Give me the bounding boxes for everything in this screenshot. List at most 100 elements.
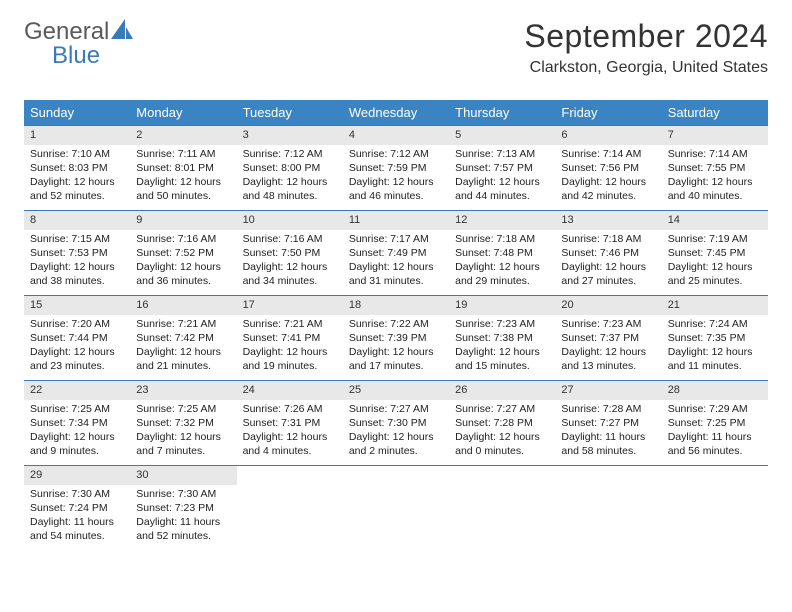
day-number: 21 xyxy=(662,296,768,315)
day-cell: 4Sunrise: 7:12 AMSunset: 7:59 PMDaylight… xyxy=(343,126,449,210)
sunrise-line: Sunrise: 7:29 AM xyxy=(668,402,762,416)
daylight-line-1: Daylight: 12 hours xyxy=(136,430,230,444)
daylight-line-2: and 52 minutes. xyxy=(30,189,124,203)
sunset-line: Sunset: 7:49 PM xyxy=(349,246,443,260)
sunrise-line: Sunrise: 7:14 AM xyxy=(561,147,655,161)
day-cell: 20Sunrise: 7:23 AMSunset: 7:37 PMDayligh… xyxy=(555,296,661,380)
sunrise-line: Sunrise: 7:26 AM xyxy=(243,402,337,416)
sunset-line: Sunset: 8:00 PM xyxy=(243,161,337,175)
sunset-line: Sunset: 7:42 PM xyxy=(136,331,230,345)
day-number: 16 xyxy=(130,296,236,315)
sunset-line: Sunset: 7:35 PM xyxy=(668,331,762,345)
day-number: 30 xyxy=(130,466,236,485)
day-cell: 15Sunrise: 7:20 AMSunset: 7:44 PMDayligh… xyxy=(24,296,130,380)
day-cell: 10Sunrise: 7:16 AMSunset: 7:50 PMDayligh… xyxy=(237,211,343,295)
daylight-line-1: Daylight: 12 hours xyxy=(668,175,762,189)
daylight-line-2: and 44 minutes. xyxy=(455,189,549,203)
daylight-line-2: and 40 minutes. xyxy=(668,189,762,203)
day-number: 29 xyxy=(24,466,130,485)
daylight-line-1: Daylight: 12 hours xyxy=(668,345,762,359)
daylight-line-1: Daylight: 11 hours xyxy=(561,430,655,444)
daylight-line-1: Daylight: 12 hours xyxy=(136,345,230,359)
day-content: Sunrise: 7:21 AMSunset: 7:41 PMDaylight:… xyxy=(237,315,343,378)
day-cell xyxy=(237,466,343,550)
sunset-line: Sunset: 7:59 PM xyxy=(349,161,443,175)
sunset-line: Sunset: 7:45 PM xyxy=(668,246,762,260)
daylight-line-2: and 17 minutes. xyxy=(349,359,443,373)
sunset-line: Sunset: 7:32 PM xyxy=(136,416,230,430)
daylight-line-2: and 54 minutes. xyxy=(30,529,124,543)
sunrise-line: Sunrise: 7:16 AM xyxy=(243,232,337,246)
sunset-line: Sunset: 8:01 PM xyxy=(136,161,230,175)
sunset-line: Sunset: 7:56 PM xyxy=(561,161,655,175)
sunrise-line: Sunrise: 7:21 AM xyxy=(243,317,337,331)
daylight-line-1: Daylight: 12 hours xyxy=(243,175,337,189)
day-content: Sunrise: 7:20 AMSunset: 7:44 PMDaylight:… xyxy=(24,315,130,378)
daylight-line-2: and 2 minutes. xyxy=(349,444,443,458)
sunset-line: Sunset: 7:37 PM xyxy=(561,331,655,345)
day-content: Sunrise: 7:16 AMSunset: 7:52 PMDaylight:… xyxy=(130,230,236,293)
sunset-line: Sunset: 7:23 PM xyxy=(136,501,230,515)
sunset-line: Sunset: 7:57 PM xyxy=(455,161,549,175)
sunset-line: Sunset: 7:44 PM xyxy=(30,331,124,345)
day-content: Sunrise: 7:13 AMSunset: 7:57 PMDaylight:… xyxy=(449,145,555,208)
weekday-header: Saturday xyxy=(662,100,768,125)
sunset-line: Sunset: 7:31 PM xyxy=(243,416,337,430)
day-content: Sunrise: 7:22 AMSunset: 7:39 PMDaylight:… xyxy=(343,315,449,378)
month-title: September 2024 xyxy=(524,18,768,55)
day-cell: 17Sunrise: 7:21 AMSunset: 7:41 PMDayligh… xyxy=(237,296,343,380)
sunrise-line: Sunrise: 7:18 AM xyxy=(561,232,655,246)
daylight-line-2: and 11 minutes. xyxy=(668,359,762,373)
day-cell: 18Sunrise: 7:22 AMSunset: 7:39 PMDayligh… xyxy=(343,296,449,380)
sunrise-line: Sunrise: 7:12 AM xyxy=(243,147,337,161)
day-content: Sunrise: 7:17 AMSunset: 7:49 PMDaylight:… xyxy=(343,230,449,293)
sunrise-line: Sunrise: 7:30 AM xyxy=(30,487,124,501)
sunrise-line: Sunrise: 7:11 AM xyxy=(136,147,230,161)
logo-text-blue: Blue xyxy=(52,42,100,70)
day-number: 13 xyxy=(555,211,661,230)
day-cell: 28Sunrise: 7:29 AMSunset: 7:25 PMDayligh… xyxy=(662,381,768,465)
day-cell: 12Sunrise: 7:18 AMSunset: 7:48 PMDayligh… xyxy=(449,211,555,295)
sunrise-line: Sunrise: 7:23 AM xyxy=(561,317,655,331)
sunrise-line: Sunrise: 7:23 AM xyxy=(455,317,549,331)
week-row: 15Sunrise: 7:20 AMSunset: 7:44 PMDayligh… xyxy=(24,295,768,380)
daylight-line-2: and 46 minutes. xyxy=(349,189,443,203)
daylight-line-1: Daylight: 12 hours xyxy=(349,260,443,274)
daylight-line-1: Daylight: 12 hours xyxy=(30,345,124,359)
daylight-line-1: Daylight: 12 hours xyxy=(30,430,124,444)
day-content: Sunrise: 7:24 AMSunset: 7:35 PMDaylight:… xyxy=(662,315,768,378)
daylight-line-2: and 4 minutes. xyxy=(243,444,337,458)
sunset-line: Sunset: 7:46 PM xyxy=(561,246,655,260)
daylight-line-1: Daylight: 11 hours xyxy=(668,430,762,444)
day-number: 6 xyxy=(555,126,661,145)
day-cell: 14Sunrise: 7:19 AMSunset: 7:45 PMDayligh… xyxy=(662,211,768,295)
day-cell: 19Sunrise: 7:23 AMSunset: 7:38 PMDayligh… xyxy=(449,296,555,380)
daylight-line-1: Daylight: 12 hours xyxy=(349,345,443,359)
daylight-line-1: Daylight: 12 hours xyxy=(561,175,655,189)
day-number: 24 xyxy=(237,381,343,400)
day-number: 28 xyxy=(662,381,768,400)
sunrise-line: Sunrise: 7:22 AM xyxy=(349,317,443,331)
sunrise-line: Sunrise: 7:10 AM xyxy=(30,147,124,161)
day-cell: 8Sunrise: 7:15 AMSunset: 7:53 PMDaylight… xyxy=(24,211,130,295)
calendar-grid: 1Sunrise: 7:10 AMSunset: 8:03 PMDaylight… xyxy=(24,125,768,550)
sunrise-line: Sunrise: 7:15 AM xyxy=(30,232,124,246)
day-content: Sunrise: 7:26 AMSunset: 7:31 PMDaylight:… xyxy=(237,400,343,463)
day-cell xyxy=(343,466,449,550)
sunrise-line: Sunrise: 7:27 AM xyxy=(349,402,443,416)
day-content: Sunrise: 7:15 AMSunset: 7:53 PMDaylight:… xyxy=(24,230,130,293)
daylight-line-1: Daylight: 12 hours xyxy=(561,260,655,274)
day-content: Sunrise: 7:23 AMSunset: 7:37 PMDaylight:… xyxy=(555,315,661,378)
daylight-line-2: and 42 minutes. xyxy=(561,189,655,203)
daylight-line-1: Daylight: 12 hours xyxy=(349,430,443,444)
daylight-line-2: and 23 minutes. xyxy=(30,359,124,373)
day-number: 2 xyxy=(130,126,236,145)
day-cell: 3Sunrise: 7:12 AMSunset: 8:00 PMDaylight… xyxy=(237,126,343,210)
weekday-header: Thursday xyxy=(449,100,555,125)
day-content: Sunrise: 7:10 AMSunset: 8:03 PMDaylight:… xyxy=(24,145,130,208)
daylight-line-2: and 15 minutes. xyxy=(455,359,549,373)
daylight-line-2: and 0 minutes. xyxy=(455,444,549,458)
day-cell: 30Sunrise: 7:30 AMSunset: 7:23 PMDayligh… xyxy=(130,466,236,550)
day-cell: 5Sunrise: 7:13 AMSunset: 7:57 PMDaylight… xyxy=(449,126,555,210)
sunset-line: Sunset: 7:34 PM xyxy=(30,416,124,430)
